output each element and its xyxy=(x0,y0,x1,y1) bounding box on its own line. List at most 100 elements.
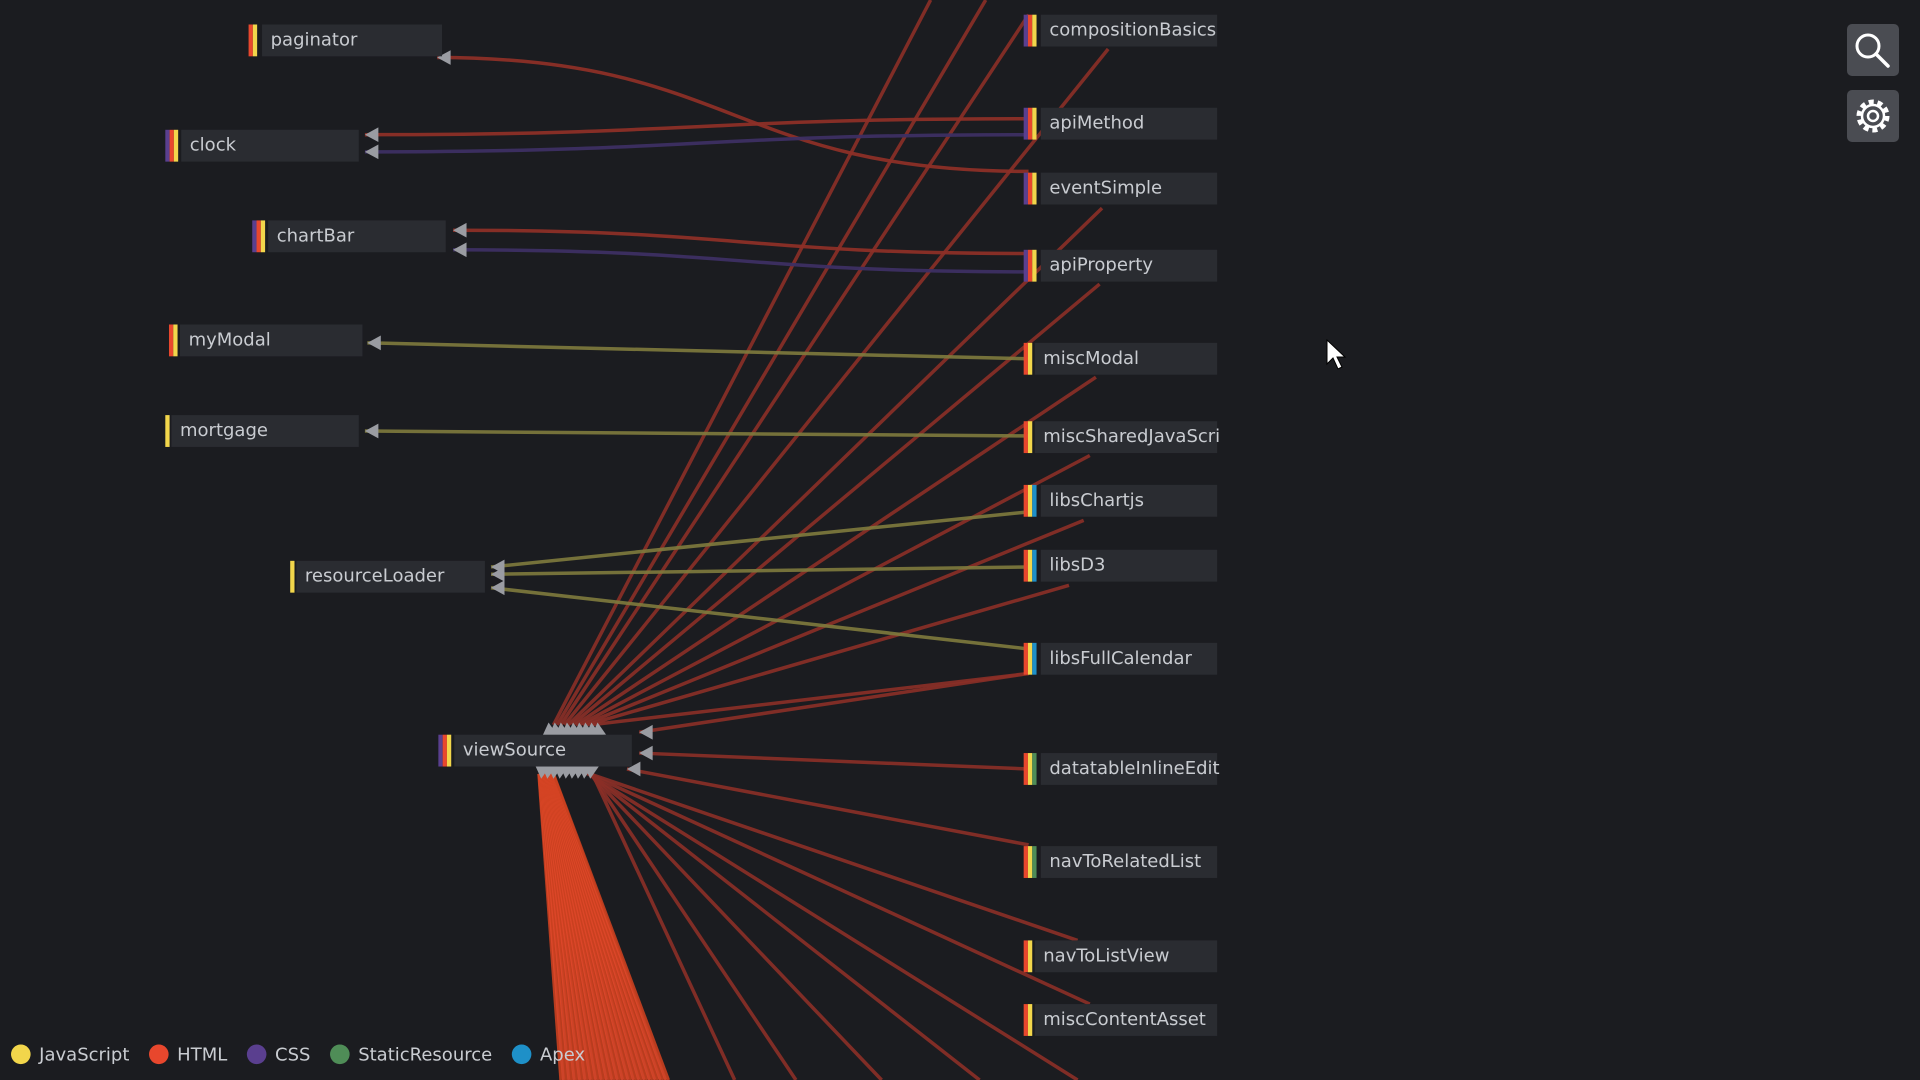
node-type-stripe xyxy=(1027,642,1033,675)
legend-item: CSS xyxy=(246,1044,310,1066)
node-label: mortgage xyxy=(180,420,268,441)
arrowhead xyxy=(364,423,379,439)
node-label: libsFullCalendar xyxy=(1049,648,1192,669)
edge xyxy=(586,768,798,1080)
node-type-stripe xyxy=(1032,172,1037,205)
node-type-stripe xyxy=(165,415,170,447)
edge xyxy=(364,429,1029,438)
graph-node[interactable]: miscSharedJavaScri xyxy=(1023,421,1221,454)
nodes: paginator clock chartBar myModal mortgage res… xyxy=(165,14,1221,1036)
legend-item: Apex xyxy=(511,1044,585,1066)
legend-item: JavaScript xyxy=(11,1044,129,1066)
node-type-stripe xyxy=(1023,940,1028,973)
node-type-stripe xyxy=(1023,484,1028,517)
node-type-stripe xyxy=(168,324,174,357)
node-label: apiProperty xyxy=(1049,255,1153,276)
node-box xyxy=(1040,107,1218,140)
legend-swatch xyxy=(511,1044,532,1065)
graph-node[interactable]: miscContentAsset xyxy=(1023,1004,1218,1036)
node-label: chartBar xyxy=(277,225,355,246)
edges xyxy=(364,0,1110,1080)
edge xyxy=(582,518,1085,727)
node-type-stripe xyxy=(1023,846,1028,878)
search-button[interactable] xyxy=(1847,24,1899,76)
node-label: myModal xyxy=(189,329,271,350)
arrowhead xyxy=(491,580,505,596)
edge xyxy=(574,767,1079,943)
node-box xyxy=(1034,342,1218,375)
node-box xyxy=(296,560,485,593)
node-type-stripe xyxy=(1023,172,1028,205)
graph-node[interactable]: viewSource xyxy=(438,734,632,767)
node-type-stripe xyxy=(1032,753,1037,785)
edge xyxy=(579,767,1079,1080)
node-type-stripe xyxy=(1032,107,1037,140)
node-label: miscModal xyxy=(1043,348,1139,369)
arrowhead xyxy=(639,745,653,761)
legend-item: HTML xyxy=(149,1044,227,1066)
arrowhead xyxy=(591,722,607,736)
node-type-stripe xyxy=(1023,107,1028,140)
settings-button[interactable] xyxy=(1847,90,1899,142)
node-box xyxy=(1040,249,1218,282)
graph-node[interactable]: libsD3 xyxy=(1023,549,1218,582)
arrowhead xyxy=(364,144,379,160)
graph-node[interactable]: clock xyxy=(165,129,359,162)
legend-label: HTML xyxy=(177,1045,227,1066)
edge xyxy=(578,453,1091,727)
graph-node[interactable]: navToListView xyxy=(1023,940,1218,973)
graph-node[interactable]: navToRelatedList xyxy=(1023,846,1218,878)
node-label: paginator xyxy=(271,29,358,50)
node-type-stripe xyxy=(1023,249,1028,282)
graph-node[interactable]: miscModal xyxy=(1023,342,1218,375)
graph-node[interactable]: datatableInlineEdit xyxy=(1023,753,1220,785)
node-type-stripe xyxy=(169,129,174,162)
edge xyxy=(364,117,1029,137)
legend-swatch xyxy=(11,1044,31,1065)
arrowhead xyxy=(626,761,641,777)
edge xyxy=(584,767,883,1080)
node-type-stripe xyxy=(1027,753,1033,785)
edge xyxy=(626,767,1029,847)
node-box xyxy=(171,415,359,447)
node-box xyxy=(454,734,632,767)
graph-node[interactable]: apiProperty xyxy=(1023,249,1218,282)
node-box xyxy=(180,324,363,357)
graph-node[interactable]: compositionBasics xyxy=(1023,14,1218,47)
graph-node[interactable]: eventSimple xyxy=(1023,172,1218,205)
node-box xyxy=(262,24,443,57)
edge xyxy=(437,55,1029,174)
edge xyxy=(590,671,1029,727)
graph-node[interactable]: libsChartjs xyxy=(1023,484,1218,517)
node-label: clock xyxy=(190,135,237,156)
node-type-stripe xyxy=(1027,940,1033,973)
edge xyxy=(367,341,1029,361)
node-label: resourceLoader xyxy=(305,566,445,587)
graph-node[interactable]: apiMethod xyxy=(1023,107,1218,140)
node-type-stripe xyxy=(173,129,179,162)
graph-node[interactable]: paginator xyxy=(248,24,443,57)
node-type-stripe xyxy=(1027,1004,1033,1036)
node-type-stripe xyxy=(1027,249,1033,282)
arrowhead xyxy=(437,50,451,65)
graph-node[interactable]: myModal xyxy=(168,324,363,357)
node-type-stripe xyxy=(173,324,178,357)
graph-node[interactable]: chartBar xyxy=(252,220,446,253)
node-type-stripe xyxy=(1032,14,1037,47)
node-box xyxy=(1034,1004,1218,1036)
node-label: navToListView xyxy=(1043,945,1169,966)
edge xyxy=(552,773,670,1080)
node-label: compositionBasics xyxy=(1049,20,1216,41)
edge xyxy=(566,206,1104,727)
node-label: viewSource xyxy=(463,740,566,761)
node-type-stripe xyxy=(165,129,170,162)
node-type-stripe xyxy=(1027,107,1033,140)
node-type-stripe xyxy=(1023,14,1028,47)
graph-node[interactable]: resourceLoader xyxy=(290,560,485,593)
node-label: datatableInlineEdit xyxy=(1049,758,1219,779)
graph-node[interactable]: mortgage xyxy=(165,415,359,447)
edge xyxy=(588,768,737,1080)
node-box xyxy=(268,220,446,253)
graph-node[interactable]: libsFullCalendar xyxy=(1023,642,1218,675)
